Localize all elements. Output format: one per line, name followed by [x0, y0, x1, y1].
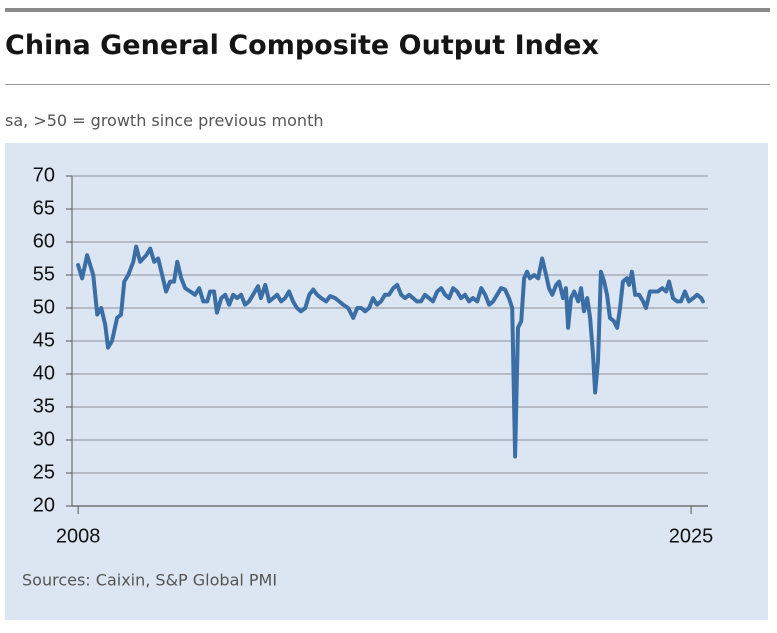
y-tick-label: 55: [33, 263, 55, 285]
y-tick-label: 20: [33, 494, 55, 516]
y-tick-label: 70: [33, 164, 55, 186]
x-tick-label: 2025: [669, 525, 714, 547]
source-note: Sources: Caixin, S&P Global PMI: [22, 571, 277, 590]
x-tick-label: 2008: [56, 525, 101, 547]
title-rule: [5, 84, 770, 85]
chart-panel: [5, 143, 768, 620]
y-tick-label: 45: [33, 329, 55, 351]
line-series: [76, 244, 705, 459]
chart-subtitle: sa, >50 = growth since previous month: [5, 111, 324, 130]
y-tick-label: 50: [33, 296, 55, 318]
y-tick-label: 35: [33, 395, 55, 417]
y-tick-label: 60: [33, 230, 55, 252]
chart-title: China General Composite Output Index: [5, 30, 599, 61]
top-bar: [5, 8, 770, 12]
y-tick-label: 40: [33, 362, 55, 384]
y-tick-label: 25: [33, 461, 55, 483]
y-tick-label: 30: [33, 428, 55, 450]
y-tick-label: 65: [33, 197, 55, 219]
